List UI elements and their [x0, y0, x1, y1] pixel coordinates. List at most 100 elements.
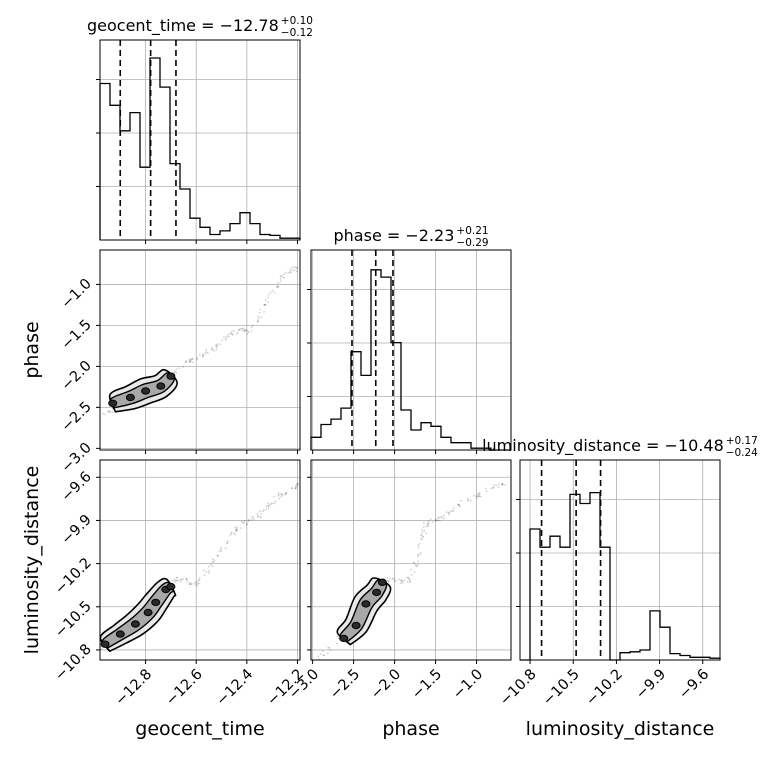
xtick-label-luminosity_distance-3: −9.9 [633, 666, 669, 702]
ytick-label-phase-2: −2.0 [59, 358, 95, 394]
sample-point-time_phase-11-2 [211, 346, 214, 349]
sample-point-phase_distance-11-6 [409, 568, 412, 571]
sample-point-phase_distance-22-5 [485, 490, 488, 492]
sample-point-time_phase-15-3 [241, 327, 244, 330]
sample-point-time_phase-19-4 [263, 303, 266, 306]
sample-point-time_distance-21-4 [283, 493, 286, 496]
sample-point-time_phase-21-5 [279, 275, 282, 278]
sample-point-time_distance-16-1 [242, 521, 244, 524]
sample-point-time_distance-14-3 [234, 533, 237, 535]
xtick-label-geocent_time-2: −12.4 [214, 666, 257, 709]
density-peak-phase_distance-4 [377, 578, 387, 586]
sample-point-time_phase-19-6 [265, 304, 267, 307]
sample-point-time_distance-9-5 [188, 582, 191, 585]
sample-point-time_phase-16-6 [244, 330, 247, 333]
sample-point-time_distance-7-6 [176, 579, 178, 582]
ytick-label-luminosity_distance-1: −10.5 [52, 598, 95, 641]
sample-point-time_distance-10-2 [197, 579, 200, 582]
sample-point-time_distance-10-4 [195, 581, 198, 583]
sample-point-phase_distance-0-1 [319, 653, 322, 655]
sample-point-time_phase-20-1 [276, 285, 279, 287]
sample-point-time_phase-23-2 [295, 270, 298, 273]
sample-point-time_distance-19-4 [265, 505, 268, 508]
sample-point-time_distance-8-5 [185, 578, 188, 581]
sample-point-time_phase-19-5 [264, 299, 267, 301]
sample-point-time_distance-10-0 [197, 582, 200, 585]
sample-point-phase_distance-22-1 [484, 487, 487, 490]
sample-point-phase_distance-15-1 [427, 525, 430, 528]
sample-point-time_phase-9-5 [191, 361, 194, 364]
sample-point-time_phase-15-6 [243, 330, 245, 332]
sample-point-time_distance-0-0 [100, 648, 103, 651]
sample-point-phase_distance-9-5 [400, 580, 403, 582]
sample-point-phase_distance-12-0 [417, 555, 419, 558]
title-main-luminosity_distance: luminosity_distance = −10.48 [482, 436, 724, 456]
sample-point-time_phase-17-2 [257, 320, 259, 323]
sample-point-time_distance-10-3 [198, 577, 201, 580]
xtick-label-luminosity_distance-4: −9.6 [676, 666, 712, 702]
sample-point-time_phase-0-1 [104, 413, 106, 416]
sample-point-time_distance-22-5 [291, 487, 293, 490]
sample-point-phase_distance-23-1 [501, 483, 504, 486]
sample-point-phase_distance-17-0 [439, 519, 441, 522]
sample-point-phase_distance-12-4 [417, 560, 419, 563]
sample-point-phase_distance-21-1 [479, 495, 482, 498]
sample-point-phase_distance-16-4 [431, 521, 434, 523]
sample-point-phase_distance-13-5 [422, 536, 424, 538]
sample-point-time_distance-9-1 [196, 584, 199, 587]
sample-point-phase_distance-21-4 [478, 495, 481, 498]
sample-point-time_phase-23-6 [293, 268, 296, 271]
sample-point-phase_distance-23-2 [501, 483, 503, 486]
sample-point-time_distance-20-3 [271, 502, 274, 505]
sample-point-time_distance-20-6 [273, 495, 275, 498]
sample-point-phase_distance-13-6 [421, 535, 424, 538]
sample-point-time_phase-14-5 [229, 332, 232, 334]
sample-point-phase_distance-21-6 [478, 492, 481, 495]
sample-point-phase_distance-18-6 [452, 510, 455, 512]
sample-point-phase_distance-13-4 [417, 544, 419, 547]
sample-point-time_phase-9-6 [190, 358, 193, 360]
sample-point-time_phase-9-3 [196, 358, 199, 360]
sample-point-time_distance-14-4 [229, 534, 232, 536]
sample-point-time_distance-16-5 [245, 523, 248, 526]
sample-point-time_distance-19-0 [265, 508, 268, 510]
sample-point-time_distance-7-2 [177, 579, 180, 582]
sample-point-time_phase-20-4 [273, 291, 276, 294]
ytick-label-luminosity_distance-3: −9.9 [59, 512, 95, 548]
sample-point-time_phase-21-2 [280, 275, 283, 277]
sample-point-time_distance-7-3 [173, 578, 176, 581]
sample-point-phase_distance-20-6 [469, 499, 472, 502]
sample-point-phase_distance-10-3 [409, 580, 411, 583]
sample-point-time_distance-12-0 [212, 558, 214, 561]
sample-point-time_distance-23-1 [297, 484, 299, 487]
sample-point-time_distance-11-5 [208, 566, 210, 568]
sample-point-phase_distance-9-3 [400, 579, 402, 582]
sample-point-phase_distance-8-3 [389, 577, 392, 580]
sample-point-time_phase-15-5 [236, 331, 239, 334]
sample-point-time_phase-18-4 [263, 311, 265, 313]
sample-point-time_phase-16-0 [246, 330, 249, 332]
sample-point-phase_distance-18-5 [447, 511, 450, 514]
sample-point-phase_distance-20-3 [477, 495, 479, 498]
sample-point-time_phase-16-2 [245, 329, 248, 331]
sample-point-phase_distance-11-5 [416, 565, 419, 568]
sample-point-time_phase-16-1 [243, 329, 246, 331]
density-peak-time_distance-6 [166, 582, 176, 591]
sample-point-time_distance-13-5 [226, 542, 228, 544]
sample-point-phase_distance-22-3 [492, 486, 495, 489]
sample-point-time_distance-7-5 [180, 580, 182, 583]
sample-point-time_distance-18-1 [262, 510, 264, 513]
sample-point-time_phase-0-2 [111, 411, 114, 413]
sample-point-time_phase-9-0 [191, 357, 194, 360]
sample-point-time_phase-13-0 [225, 337, 228, 340]
sample-point-time_distance-7-1 [176, 576, 178, 579]
sample-point-time_phase-20-6 [276, 286, 279, 288]
sample-point-phase_distance-19-1 [458, 504, 461, 507]
sample-point-time_phase-18-2 [257, 315, 259, 318]
sample-point-phase_distance-14-4 [421, 529, 423, 531]
xtick-label-phase-1: −2.5 [327, 666, 363, 702]
sample-point-time_phase-9-4 [191, 358, 194, 361]
sample-point-time_phase-23-1 [292, 266, 295, 268]
sample-point-time_phase-22-1 [283, 273, 285, 276]
sample-point-time_phase-12-1 [216, 345, 219, 347]
